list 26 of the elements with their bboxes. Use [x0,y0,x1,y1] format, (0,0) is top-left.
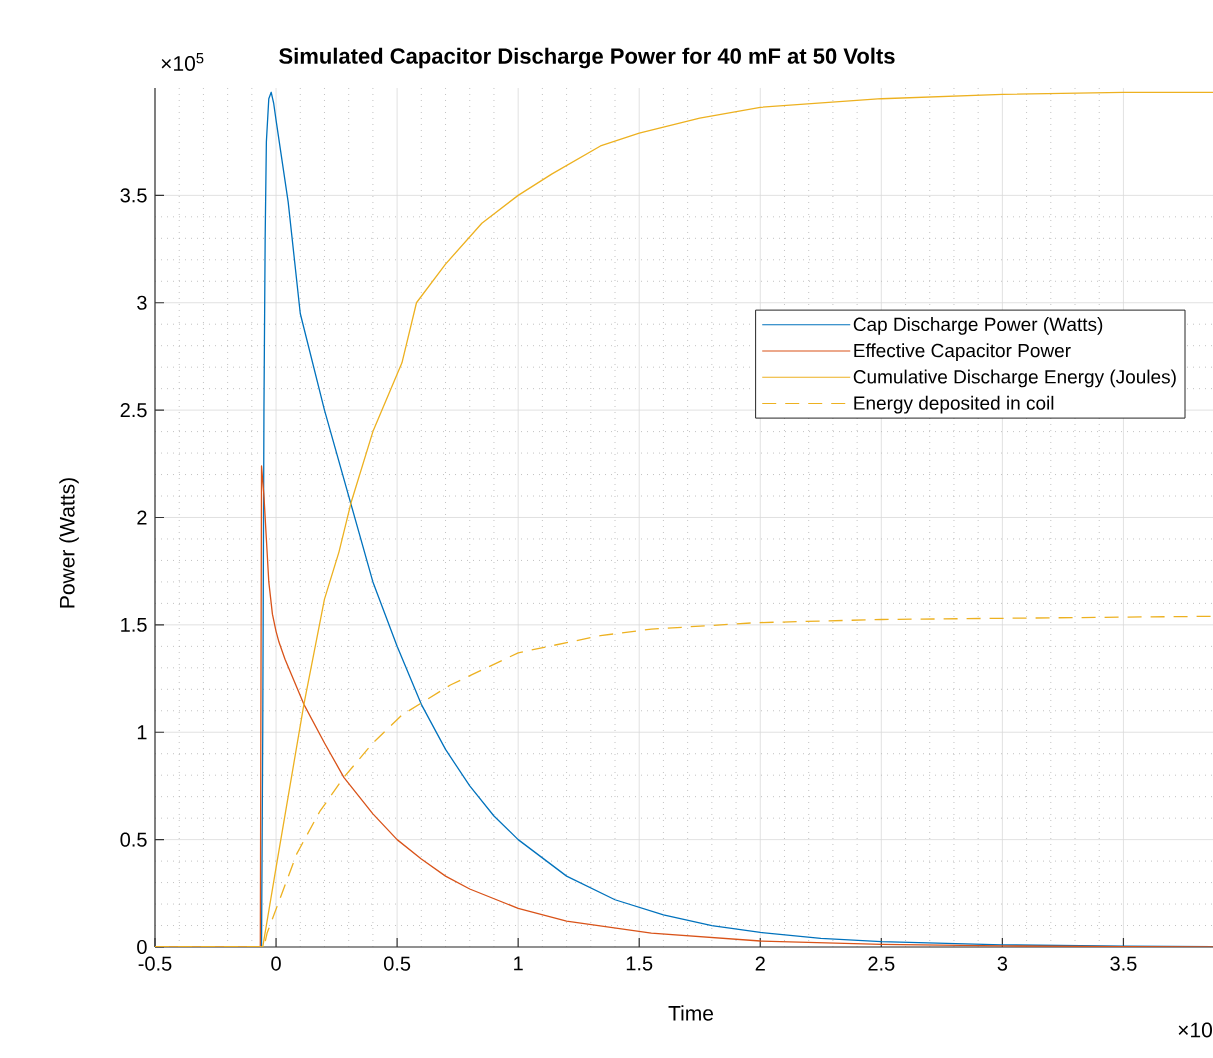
legend-label: Energy deposited in coil [854,395,1054,414]
text: ×10 [1178,1022,1212,1038]
x-tick-label: 2 [755,956,765,971]
y-tick-label: 3 [137,295,147,310]
x-tick-label: 2.5 [868,956,895,971]
y-tick-label: 2 [137,510,147,525]
y-tick-label: 0.5 [120,832,147,847]
x-tick-label: 3 [997,956,1008,971]
x-tick-label: 1 [514,956,523,971]
y-tick-label: 2.5 [120,403,147,418]
y-tick-label: 0 [137,939,147,955]
text: ×10$^{5}$ [161,53,204,71]
x-tick-label: 0 [271,956,281,971]
x-tick-label: 1.5 [626,956,653,971]
y-tick-label: 3.5 [120,188,147,203]
x-axis-title: Time [668,1005,714,1021]
y-axis-title: Power (Watts) [59,478,79,608]
y-tick-label: 1 [137,725,147,740]
x-tick-label: -0.5 [138,956,172,971]
legend-label: Cumulative Discharge Energy (Joules) [853,369,1176,388]
x-tick-label: 0.5 [383,956,411,971]
x-tick-label: 3.5 [1110,956,1137,971]
chart-title: Simulated Capacitor Discharge Power for 40 mF at 50 Volts [279,47,895,69]
legend-label: Effective Capacitor Power [854,343,1071,362]
y-tick-label: 1.5 [121,617,147,632]
legend-label: Cap Discharge Power (Watts) [853,317,1103,335]
